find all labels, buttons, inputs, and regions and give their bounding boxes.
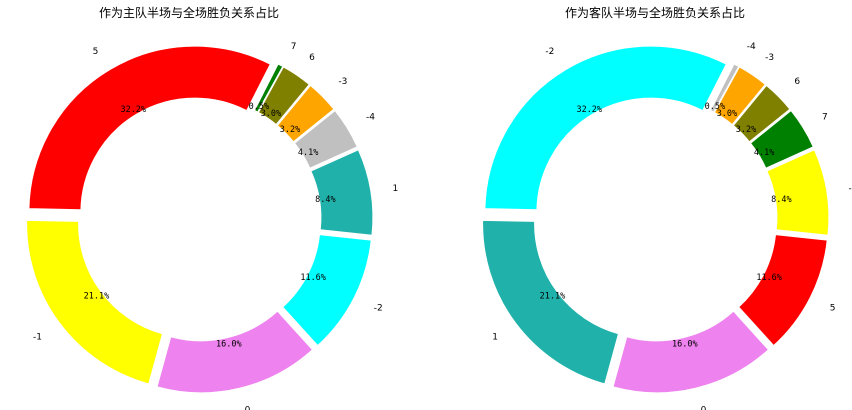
slice-category-label: 0 [701, 406, 707, 410]
donut-away: -2 32.2% 1 21.1% 0 16.0% 5 11.6% -1 8.4% 7 4.1% 6 3.2… [482, 42, 852, 410]
slice-percent-label: 16.0% [672, 339, 698, 349]
donut-slice [709, 63, 740, 113]
slice-category-label: -3 [765, 53, 774, 63]
donut-slice [293, 109, 358, 169]
donut-slice [713, 66, 766, 126]
donut-slice [282, 234, 372, 347]
slice-percent-label: 8.4% [771, 195, 791, 205]
slice-category-label: -1 [33, 332, 42, 342]
slice-category-label: 7 [822, 112, 828, 122]
donut-slice [749, 109, 814, 169]
slice-percent-label: 11.6% [300, 273, 326, 283]
slice-category-label: 1 [393, 184, 399, 194]
slice-percent-label: 4.1% [754, 148, 774, 158]
slice-category-label: 1 [492, 332, 498, 342]
slice-category-label: 6 [309, 53, 315, 63]
slice-category-label: 6 [794, 77, 800, 87]
slice-percent-label: 16.0% [216, 339, 242, 349]
slice-category-label: 5 [93, 47, 99, 57]
slice-percent-label: 32.2% [120, 105, 146, 115]
slice-percent-label: 3.2% [280, 125, 300, 135]
slice-category-label: 0 [245, 406, 251, 410]
donut-slice [257, 66, 310, 126]
slice-percent-label: 3.0% [261, 109, 281, 119]
slice-percent-label: 32.2% [576, 105, 602, 115]
donut-slice [156, 310, 314, 394]
donut-slice [276, 84, 335, 143]
chart-title-away: 作为客队半场与全场胜负关系占比 [565, 5, 745, 20]
slice-percent-label: 0.5% [249, 102, 269, 112]
slice-percent-label: 21.1% [84, 292, 110, 302]
donut-home: 5 32.2% -1 21.1% 0 16.0% -2 11.6% 1 8.4% -4 4.1% -3 3… [26, 42, 399, 410]
slice-category-label: 7 [291, 42, 297, 52]
slice-percent-label: 4.1% [298, 148, 318, 158]
donut-slice [738, 234, 828, 347]
donut-slice [484, 45, 727, 211]
slice-category-label: -4 [366, 112, 375, 122]
chart-title-home: 作为主队半场与全场胜负关系占比 [99, 5, 279, 20]
slice-category-label: -2 [374, 304, 383, 314]
slice-percent-label: 3.0% [717, 109, 737, 119]
slice-category-label: -4 [747, 42, 756, 52]
donut-slice [310, 149, 374, 236]
donut-slice [28, 45, 271, 211]
slice-category-label: -1 [849, 184, 852, 194]
slice-percent-label: 21.1% [540, 292, 566, 302]
donut-slice [482, 219, 620, 385]
slice-percent-label: 3.2% [736, 125, 756, 135]
slice-percent-label: 11.6% [756, 273, 782, 283]
donut-slice [26, 219, 164, 385]
donut-slice [766, 149, 830, 236]
slice-category-label: -2 [545, 47, 554, 57]
donut-slice [732, 84, 791, 143]
donut-slice [253, 63, 284, 113]
slice-category-label: 5 [830, 304, 836, 314]
slice-percent-label: 8.4% [315, 195, 335, 205]
slice-category-label: -3 [338, 77, 347, 87]
donut-slice [612, 310, 770, 394]
slice-percent-label: 0.5% [705, 102, 725, 112]
